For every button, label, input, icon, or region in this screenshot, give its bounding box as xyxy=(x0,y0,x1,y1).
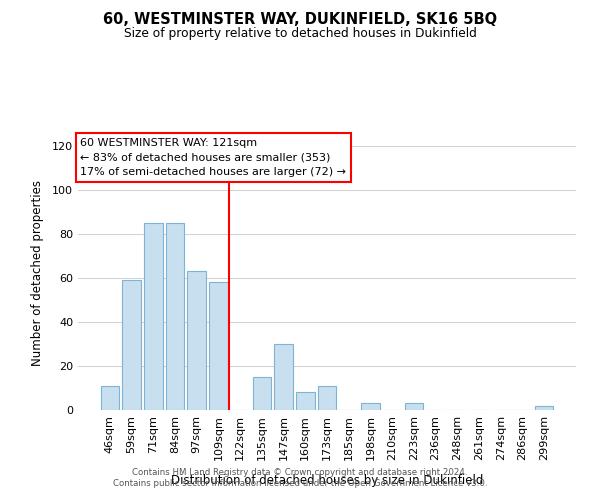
X-axis label: Distribution of detached houses by size in Dukinfield: Distribution of detached houses by size … xyxy=(171,474,483,487)
Bar xyxy=(296,392,314,410)
Bar xyxy=(209,282,227,410)
Bar xyxy=(318,386,336,410)
Bar xyxy=(253,377,271,410)
Bar xyxy=(535,406,553,410)
Y-axis label: Number of detached properties: Number of detached properties xyxy=(31,180,44,366)
Text: 60 WESTMINSTER WAY: 121sqm
← 83% of detached houses are smaller (353)
17% of sem: 60 WESTMINSTER WAY: 121sqm ← 83% of deta… xyxy=(80,138,346,177)
Text: Size of property relative to detached houses in Dukinfield: Size of property relative to detached ho… xyxy=(124,28,476,40)
Bar xyxy=(274,344,293,410)
Bar xyxy=(144,223,163,410)
Bar xyxy=(166,223,184,410)
Bar xyxy=(101,386,119,410)
Bar xyxy=(122,280,141,410)
Bar xyxy=(361,404,380,410)
Bar xyxy=(404,404,423,410)
Text: 60, WESTMINSTER WAY, DUKINFIELD, SK16 5BQ: 60, WESTMINSTER WAY, DUKINFIELD, SK16 5B… xyxy=(103,12,497,28)
Text: Contains HM Land Registry data © Crown copyright and database right 2024.
Contai: Contains HM Land Registry data © Crown c… xyxy=(113,468,487,487)
Bar xyxy=(187,272,206,410)
